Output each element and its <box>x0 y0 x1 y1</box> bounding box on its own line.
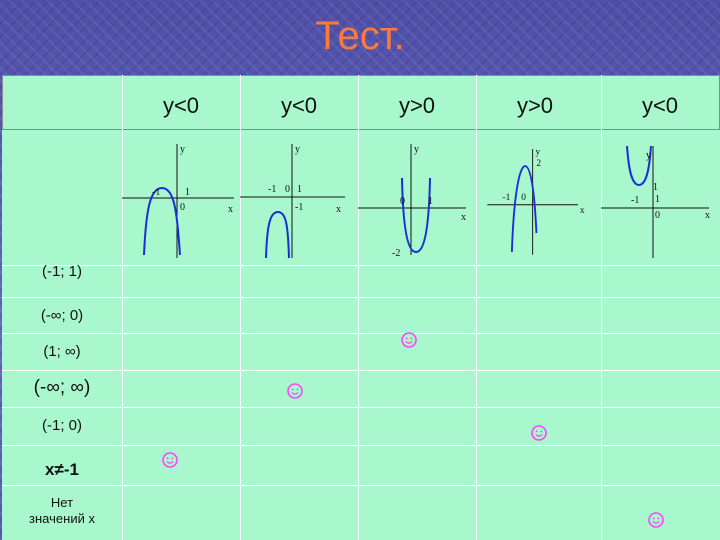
row-label-5: (-1; 0) <box>41 417 82 434</box>
svg-text:x: x <box>461 212 466 223</box>
svg-text:-1: -1 <box>502 193 510 203</box>
smiley-icon <box>287 383 303 399</box>
row-label-1: (-1; 1) <box>41 263 82 280</box>
svg-text:0: 0 <box>655 210 660 221</box>
parabola-graph-2: y -1 0 1 -1 x <box>240 144 345 259</box>
row-label-3: (1; ∞) <box>43 343 81 360</box>
svg-text:x: x <box>336 204 341 215</box>
svg-text:-1: -1 <box>295 202 303 213</box>
svg-text:y: y <box>535 148 540 158</box>
svg-text:0: 0 <box>521 193 526 203</box>
svg-text:x: x <box>580 206 585 216</box>
svg-text:0: 0 <box>180 202 185 213</box>
column-header-1: y<0 <box>162 93 200 118</box>
row-label-6: x≠-1 <box>45 460 79 479</box>
column-header-3: y>0 <box>398 93 436 118</box>
svg-text:y: y <box>414 144 419 155</box>
row-label-2: (-∞; 0) <box>40 307 84 324</box>
smiley-icon <box>531 425 547 441</box>
svg-text:1: 1 <box>297 184 302 195</box>
svg-text:0: 0 <box>285 184 290 195</box>
parabola-graph-3: y 0 1 x -2 <box>358 144 466 259</box>
svg-text:2: 2 <box>536 159 541 169</box>
svg-text:y: y <box>180 144 185 155</box>
svg-text:1: 1 <box>653 182 658 193</box>
svg-text:1: 1 <box>428 196 433 207</box>
svg-text:-1: -1 <box>152 187 160 198</box>
svg-text:y: y <box>295 144 300 155</box>
answer-table: y<0 y<0 y>0 y>0 y<0 y -1 1 0 x y -1 0 1 … <box>2 75 720 540</box>
svg-text:-2: -2 <box>392 248 400 259</box>
svg-text:x: x <box>228 204 233 215</box>
page-title: Тест. <box>315 14 405 58</box>
column-header-4: y>0 <box>516 93 554 118</box>
column-header-5: y<0 <box>641 93 679 118</box>
svg-text:1: 1 <box>185 187 190 198</box>
smiley-icon <box>401 332 417 348</box>
svg-text:x: x <box>705 210 710 221</box>
svg-text:1: 1 <box>655 194 660 205</box>
smiley-icon <box>162 452 178 468</box>
column-header-2: y<0 <box>280 93 318 118</box>
row-label-4: (-∞; ∞) <box>33 377 91 398</box>
row-label-7: Нет значений x <box>29 495 95 526</box>
svg-text:-1: -1 <box>268 184 276 195</box>
smiley-icon <box>648 512 664 528</box>
svg-text:0: 0 <box>400 196 405 207</box>
svg-text:-1: -1 <box>631 195 639 206</box>
svg-text:y: y <box>646 150 651 161</box>
parabola-graph-5: y 1 -1 1 0 x <box>601 145 710 258</box>
parabola-graph-1: y -1 1 0 x <box>122 144 234 258</box>
parabola-graph-4: y 2 -1 0 x <box>487 148 585 255</box>
